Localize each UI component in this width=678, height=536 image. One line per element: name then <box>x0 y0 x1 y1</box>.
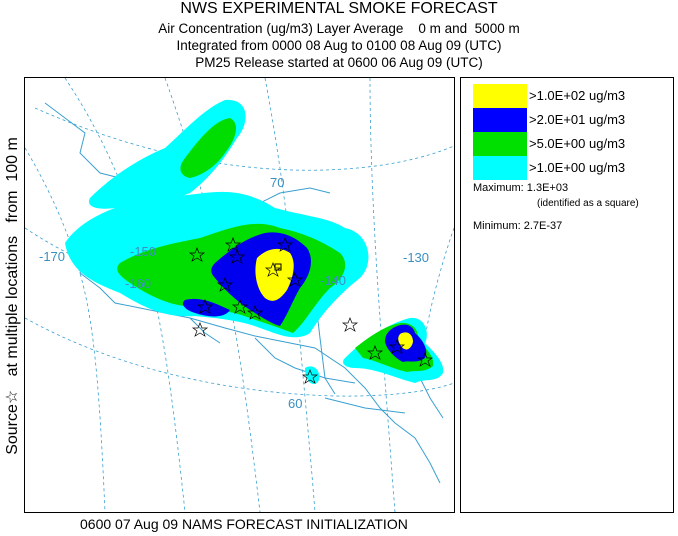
legend-swatch-cyan <box>473 156 527 180</box>
star-icon <box>224 237 242 252</box>
star-icon <box>228 249 246 264</box>
star-icon <box>366 345 384 360</box>
subtitle-release: PM25 Release started at 0600 06 Aug 09 (… <box>195 55 483 70</box>
subtitle-concentration: Air Concentration (ug/m3) Layer Average … <box>158 21 520 36</box>
legend-label: >5.0E+00 ug/m3 <box>529 136 626 151</box>
legend-item-1: >1.0E+00 ug/m3 <box>473 156 668 180</box>
star-icon <box>301 369 319 384</box>
star-icon <box>246 305 264 320</box>
star-icon <box>341 317 359 332</box>
forecast-title: NWS EXPERIMENTAL SMOKE FORECAST <box>180 0 498 17</box>
legend-item-5: >5.0E+00 ug/m3 <box>473 132 668 156</box>
plume-yellow-main <box>255 248 294 301</box>
grid-label-lat-60: 60 <box>288 396 302 411</box>
legend-label: >1.0E+02 ug/m3 <box>529 88 626 103</box>
grid-labels: -170 -160 -150 -140 -130 70 60 <box>39 175 429 411</box>
star-icon <box>388 339 406 354</box>
legend-swatch-yellow <box>473 84 527 108</box>
forecast-initialization: 0600 07 Aug 09 NAMS FORECAST INITIALIZAT… <box>80 516 408 532</box>
star-icon <box>276 237 294 252</box>
grid-label-lat-70: 70 <box>270 175 284 190</box>
source-markers <box>188 237 434 384</box>
star-icon <box>286 272 304 287</box>
grid-label-lon-140: -140 <box>320 273 346 288</box>
plume-blue-west <box>183 298 230 317</box>
legend-item-100: >1.0E+02 ug/m3 <box>473 84 668 108</box>
legend-swatch-blue <box>473 108 527 132</box>
smoke-plume <box>65 99 444 384</box>
legend-item-20: >2.0E+01 ug/m3 <box>473 108 668 132</box>
grid-label-lon-130: -130 <box>403 250 429 265</box>
minimum-value: Minimum: 2.7E-37 <box>473 220 563 232</box>
legend-label: >1.0E+00 ug/m3 <box>529 160 626 175</box>
grid-label-lon-150: -150 <box>130 244 156 259</box>
star-icon <box>231 299 249 314</box>
star-icon <box>216 277 234 292</box>
source-label-container: Source☆ at multiple locations from 100 m <box>0 78 24 514</box>
source-label: Source☆ at multiple locations from 100 m <box>4 137 21 455</box>
star-icon <box>196 299 214 314</box>
maximum-value: Maximum: 1.3E+03 <box>473 182 569 194</box>
legend-swatch-green <box>473 132 527 156</box>
grid-label-lon-160: -160 <box>125 276 151 291</box>
star-icon <box>264 262 282 277</box>
maximum-square-icon <box>274 263 282 271</box>
smoke-map[interactable]: -170 -160 -150 -140 -130 70 60 <box>24 77 455 513</box>
legend-panel: >1.0E+02 ug/m3 >2.0E+01 ug/m3 >5.0E+00 u… <box>460 77 674 513</box>
star-icon <box>188 247 206 262</box>
legend-label: >2.0E+01 ug/m3 <box>529 112 626 127</box>
star-icon <box>416 352 434 367</box>
maximum-note: (identified as a square) <box>537 198 639 209</box>
plume-cyan-arctic <box>89 99 246 209</box>
subtitle-integration: Integrated from 0000 08 Aug to 0100 08 A… <box>176 38 502 53</box>
grid-label-lon-170: -170 <box>39 249 65 264</box>
map-canvas: -170 -160 -150 -140 -130 70 60 <box>25 78 454 512</box>
star-icon <box>191 322 209 337</box>
plume-green-arctic <box>180 118 237 178</box>
